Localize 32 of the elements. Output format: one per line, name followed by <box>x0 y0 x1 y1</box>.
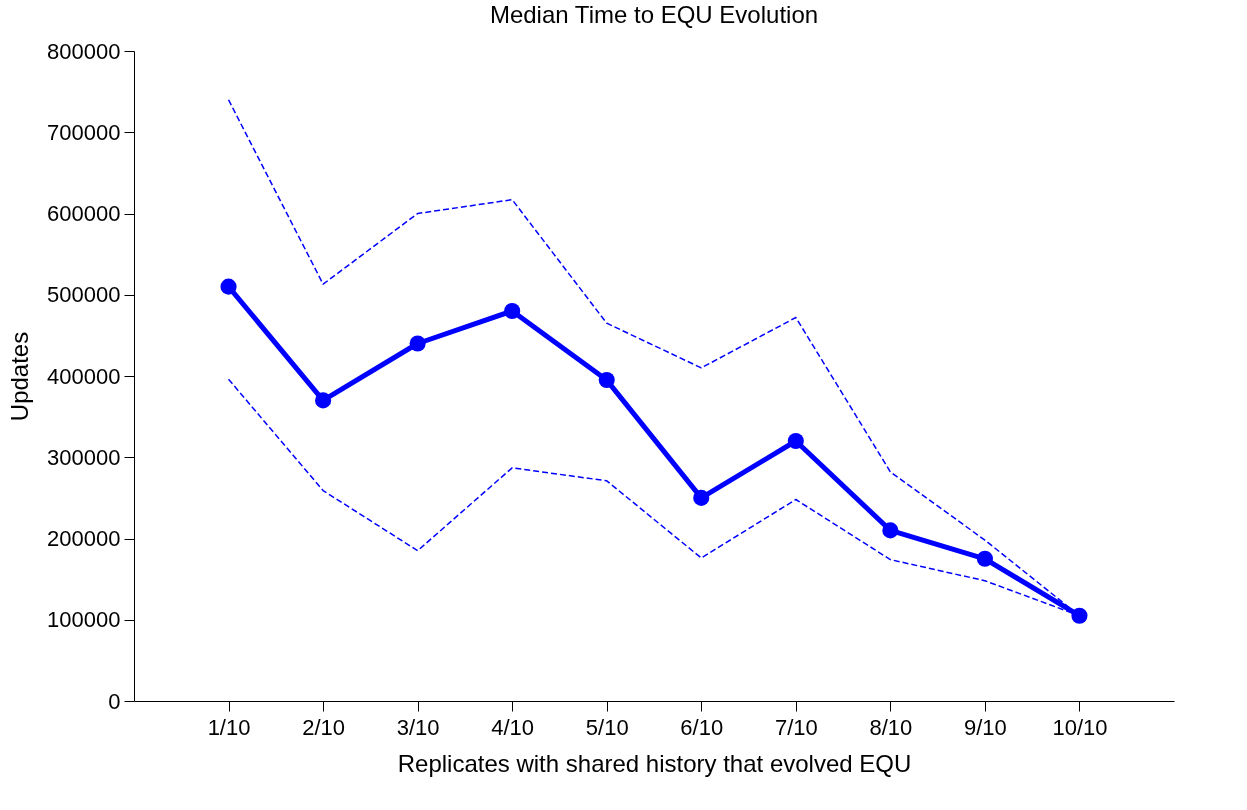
point <box>882 522 899 539</box>
x-tick-label: 3/10 <box>396 714 440 740</box>
x-tick-label: 9/10 <box>964 714 1007 740</box>
y-tick-label: 700000 <box>47 119 121 145</box>
point <box>504 302 521 320</box>
point <box>693 489 710 506</box>
point <box>220 278 237 295</box>
y-tick-label: 300000 <box>47 444 121 470</box>
point <box>315 392 332 409</box>
y-tick-label: 400000 <box>47 363 121 389</box>
x-tick-label: 4/10 <box>491 714 535 740</box>
y-tick-label: 600000 <box>47 201 121 226</box>
y-tick-label: 500000 <box>47 282 121 308</box>
y-tick-label: 0 <box>108 688 121 714</box>
point <box>409 335 426 352</box>
x-axis-title: Replicates with shared history that evolved EQU <box>397 749 912 777</box>
x-tick-label: 2/10 <box>302 714 345 740</box>
chart-title: Median Time to EQU Evolution <box>489 1 819 28</box>
y-tick-label: 200000 <box>47 526 121 551</box>
x-tick-label: 10/10 <box>1052 714 1108 740</box>
y-axis-title: Updates <box>6 331 34 422</box>
x-tick-label: 7/10 <box>774 714 818 740</box>
point <box>976 550 993 567</box>
x-tick-label: 6/10 <box>680 714 724 740</box>
y-tick-label: 100000 <box>47 607 121 633</box>
y-tick-label: 800000 <box>47 38 121 64</box>
point <box>1071 607 1088 624</box>
x-tick-label: 8/10 <box>869 714 913 740</box>
point <box>598 372 615 389</box>
x-tick-label: 5/10 <box>585 714 629 740</box>
point <box>787 432 804 450</box>
x-tick-label: 1/10 <box>207 714 251 740</box>
